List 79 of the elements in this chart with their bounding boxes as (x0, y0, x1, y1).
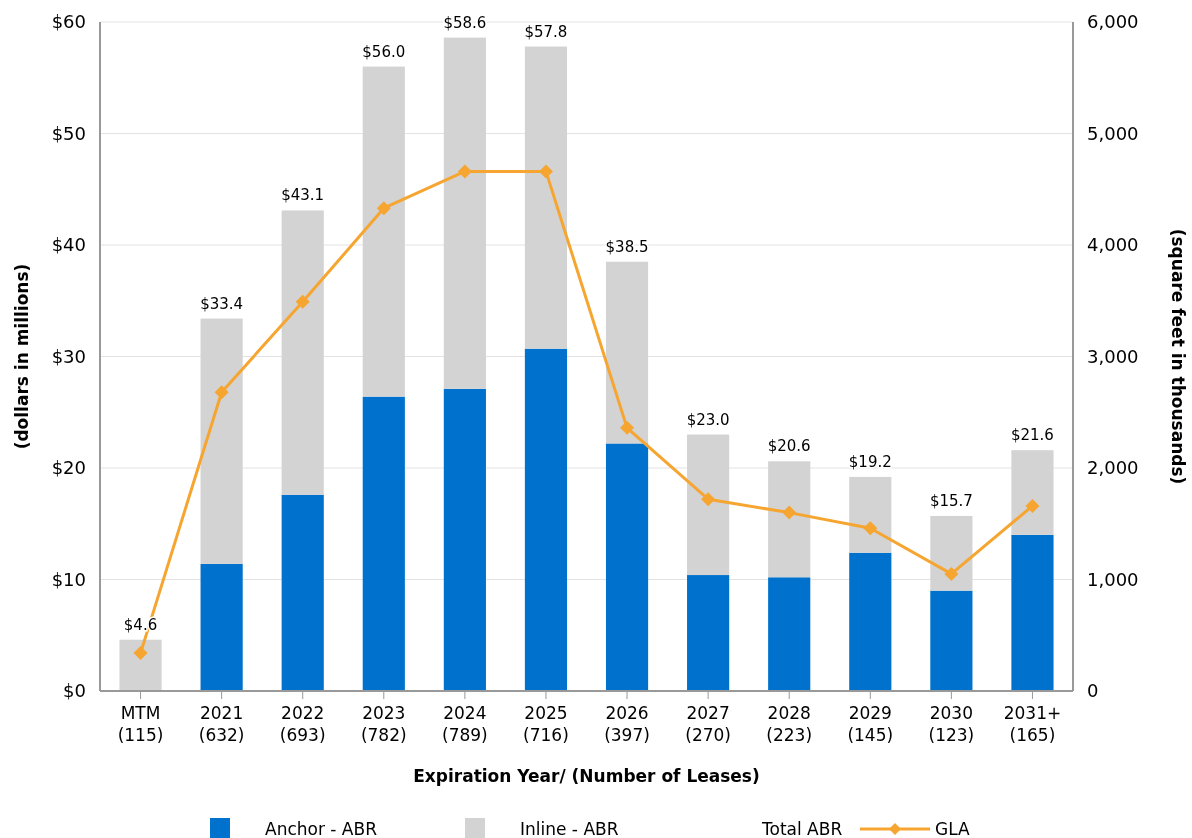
total-label: $20.6 (767, 437, 811, 456)
point (133, 646, 148, 661)
x-tick-label: 2025 (716) (523, 703, 569, 745)
x-tick-label: 2028 (223) (766, 703, 813, 745)
y-tick-label: $20 (51, 457, 86, 478)
x-tick-label: 2026 (397) (604, 703, 650, 745)
x-tick-label: 2024 (789) (442, 703, 488, 745)
total-label: $56.0 (362, 42, 406, 61)
total-label: $21.6 (1010, 426, 1054, 445)
point (214, 385, 229, 400)
point (538, 164, 553, 179)
x-tick-label: 2029 (145) (847, 703, 894, 745)
text: Total ABR (761, 819, 843, 838)
y2-tick-label: 4,000 (1087, 234, 1139, 255)
bar (849, 476, 892, 553)
point (782, 505, 797, 520)
x-tick-label: 2031+ (165) (1003, 703, 1062, 745)
y-axis-title: (dollars in millions) (12, 263, 32, 450)
bar (281, 494, 324, 691)
bar (930, 590, 973, 691)
point (1025, 498, 1040, 513)
bar (768, 577, 811, 691)
bar (849, 552, 892, 691)
y2-tick-label: 3,000 (1087, 345, 1139, 367)
x-axis-title: Expiration Year/ (Number of Leases) (413, 766, 760, 786)
point (620, 420, 635, 435)
y2-axis-title: (square feet in thousands) (1168, 228, 1188, 485)
y-tick-label: $60 (51, 11, 86, 32)
y-tick-label: $10 (51, 568, 86, 590)
x-tick-label: 2023 (782) (360, 703, 407, 745)
bar (768, 461, 811, 578)
total-label: $23.0 (686, 410, 730, 429)
legend-label: Inline - ABR (520, 819, 619, 838)
total-label: $38.5 (605, 237, 649, 256)
legend-label: Anchor - ABR (265, 819, 378, 838)
point (863, 521, 878, 536)
total-label: $43.1 (281, 186, 325, 205)
legend-label: GLA (935, 819, 971, 838)
bar (1011, 534, 1054, 691)
bar (524, 348, 568, 691)
bar (200, 318, 243, 564)
x-tick-label: 2021 (632) (198, 703, 245, 745)
point (701, 492, 716, 507)
bar (443, 37, 486, 389)
y-tick-label: $0 (63, 680, 86, 701)
bar (362, 66, 405, 397)
point (376, 201, 391, 216)
bar (443, 388, 486, 691)
bar (1011, 450, 1054, 535)
x-tick-label: 2030 (123) (928, 703, 975, 745)
bar (687, 575, 730, 691)
y2-tick-label: 2,000 (1087, 457, 1139, 478)
total-label: $15.7 (929, 491, 973, 510)
point (457, 164, 472, 179)
bar (200, 563, 243, 691)
bar (687, 434, 730, 576)
bar (119, 639, 162, 691)
total-label: $19.2 (848, 452, 892, 471)
bar (605, 443, 649, 691)
point (944, 566, 959, 581)
bar (362, 396, 405, 691)
y2-tick-label: 5,000 (1087, 122, 1139, 144)
total-label: $33.4 (200, 294, 244, 313)
x-tick-label: MTM (115) (117, 703, 164, 745)
bar (281, 210, 324, 495)
bar (930, 515, 973, 591)
y-tick-label: $30 (51, 345, 86, 367)
y-tick-label: $40 (51, 234, 86, 255)
total-label: $57.8 (524, 22, 568, 41)
x-tick-label: 2022 (693) (279, 703, 326, 745)
point (295, 294, 310, 309)
y2-tick-label: 0 (1087, 680, 1099, 701)
bar (605, 261, 649, 444)
y2-tick-label: 1,000 (1087, 568, 1139, 590)
y2-tick-label: 6,000 (1087, 11, 1139, 32)
bar (524, 46, 568, 349)
y-tick-label: $50 (51, 122, 86, 144)
total-label: $58.6 (443, 13, 487, 32)
x-tick-label: 2027 (270) (685, 703, 731, 745)
